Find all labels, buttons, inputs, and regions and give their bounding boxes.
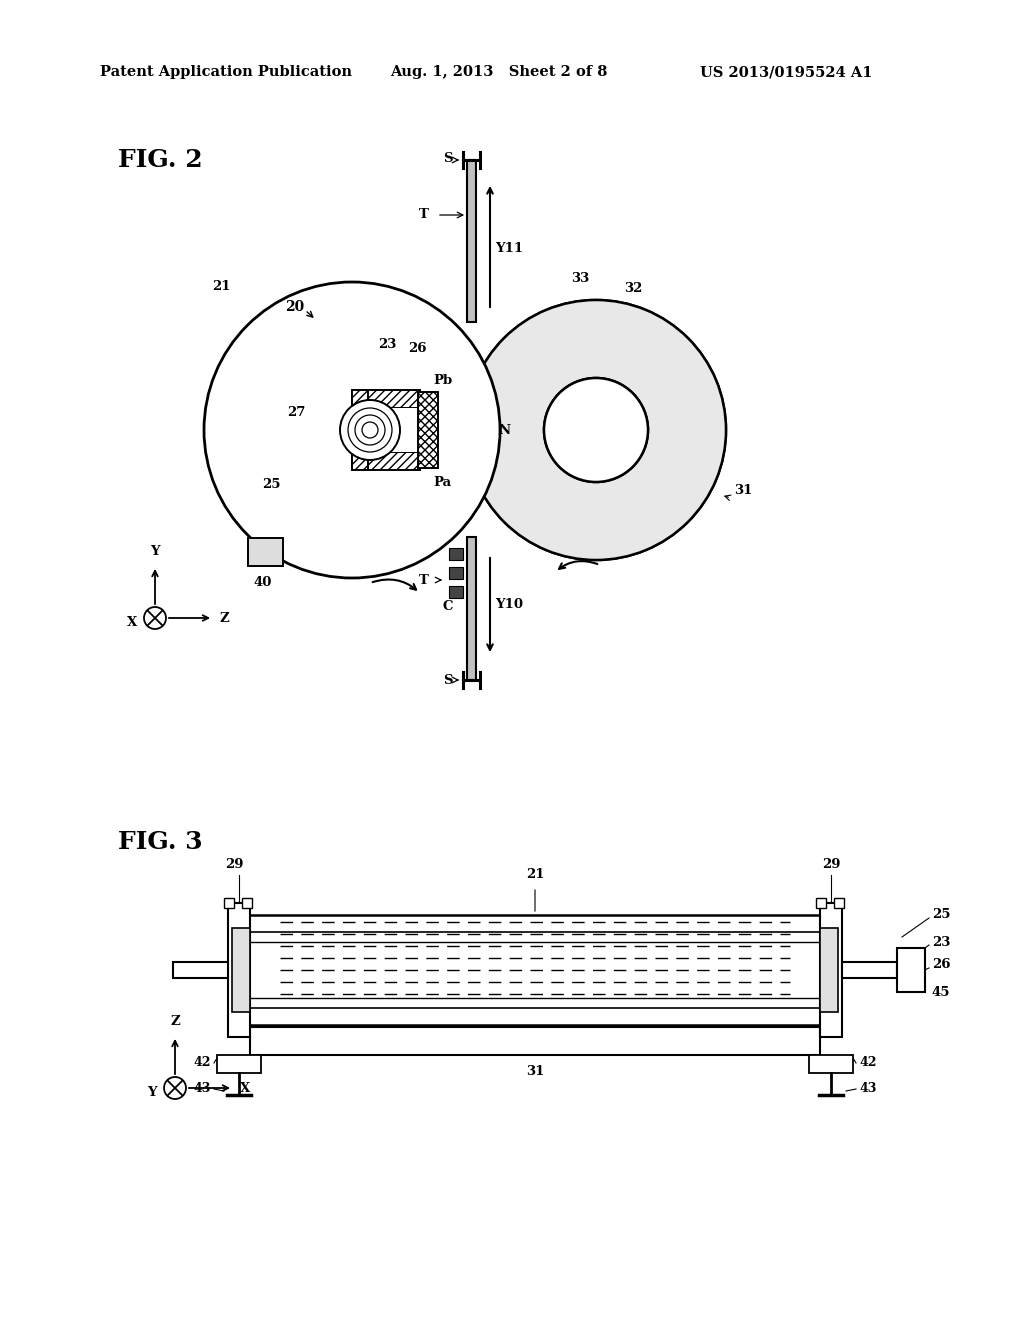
Bar <box>173 962 228 978</box>
Text: 26: 26 <box>408 342 427 355</box>
Circle shape <box>204 282 500 578</box>
Text: 29: 29 <box>224 858 244 871</box>
Bar <box>842 962 897 978</box>
Text: C: C <box>442 599 454 612</box>
Bar <box>232 928 250 1012</box>
Text: 21: 21 <box>525 869 544 880</box>
Bar <box>820 928 838 1012</box>
Text: Y11: Y11 <box>495 242 523 255</box>
Bar <box>352 389 368 470</box>
Bar <box>467 160 476 322</box>
Text: FIG. 3: FIG. 3 <box>118 830 203 854</box>
Bar <box>242 898 252 908</box>
Text: 26: 26 <box>932 958 950 972</box>
Text: Aug. 1, 2013   Sheet 2 of 8: Aug. 1, 2013 Sheet 2 of 8 <box>390 65 607 79</box>
Text: Y: Y <box>151 545 160 558</box>
Bar <box>834 898 844 908</box>
Text: 20: 20 <box>285 300 304 314</box>
Bar <box>809 1055 853 1073</box>
Text: 31: 31 <box>734 483 753 496</box>
Text: 45: 45 <box>932 986 950 998</box>
Bar <box>217 1055 261 1073</box>
Bar <box>352 389 420 408</box>
Text: T: T <box>419 209 429 222</box>
Text: Y: Y <box>147 1086 157 1100</box>
Bar <box>224 898 234 908</box>
Bar <box>449 568 463 579</box>
Text: 43: 43 <box>194 1082 211 1096</box>
Text: S: S <box>443 673 453 686</box>
Text: 27: 27 <box>287 405 305 418</box>
Text: 23: 23 <box>378 338 396 351</box>
Bar <box>897 948 925 993</box>
Text: 25: 25 <box>932 908 950 921</box>
Text: 40: 40 <box>253 576 271 589</box>
Text: FIG. 2: FIG. 2 <box>118 148 203 172</box>
Bar <box>228 903 250 1038</box>
Text: 23: 23 <box>932 936 950 949</box>
Text: Pb: Pb <box>433 374 453 387</box>
Bar <box>418 392 438 469</box>
Text: T: T <box>419 573 429 586</box>
Text: Pa: Pa <box>433 475 452 488</box>
Bar <box>449 586 463 598</box>
Text: Y10: Y10 <box>495 598 523 611</box>
Text: Patent Application Publication: Patent Application Publication <box>100 65 352 79</box>
Text: 33: 33 <box>571 272 589 285</box>
Text: 29: 29 <box>821 858 841 871</box>
Text: Z: Z <box>220 611 229 624</box>
Circle shape <box>544 378 648 482</box>
Bar <box>820 903 842 1038</box>
Circle shape <box>466 300 726 560</box>
Bar <box>449 548 463 560</box>
Bar <box>467 537 476 680</box>
Text: Z: Z <box>170 1015 180 1028</box>
Bar <box>352 451 420 470</box>
Text: X: X <box>240 1081 250 1094</box>
Bar <box>816 898 826 908</box>
Bar <box>248 539 283 566</box>
Text: 25: 25 <box>262 479 281 491</box>
Text: US 2013/0195524 A1: US 2013/0195524 A1 <box>700 65 872 79</box>
Text: S: S <box>443 152 453 165</box>
Wedge shape <box>466 300 726 560</box>
Text: N: N <box>498 424 510 437</box>
Text: 43: 43 <box>859 1082 877 1096</box>
Text: 21: 21 <box>212 281 230 293</box>
Text: 32: 32 <box>624 281 642 294</box>
Text: 31: 31 <box>525 1065 544 1078</box>
Bar <box>250 1027 820 1055</box>
Text: 42: 42 <box>194 1056 211 1069</box>
Circle shape <box>340 400 400 459</box>
Text: 42: 42 <box>859 1056 877 1069</box>
Text: X: X <box>127 616 137 630</box>
Bar <box>370 408 420 451</box>
